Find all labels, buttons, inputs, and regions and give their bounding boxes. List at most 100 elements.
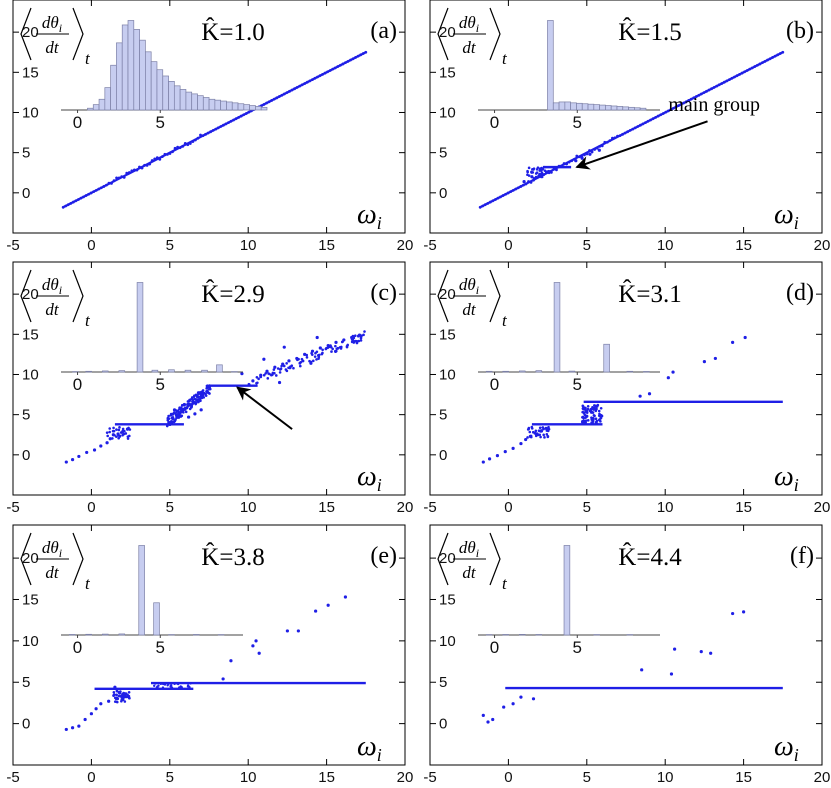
data-point bbox=[166, 153, 169, 156]
data-point bbox=[546, 429, 550, 433]
data-point bbox=[543, 165, 546, 169]
x-tick-label: 20 bbox=[814, 237, 831, 254]
histogram-bar bbox=[563, 545, 571, 636]
data-point bbox=[499, 195, 502, 199]
x-tick-label: 5 bbox=[166, 237, 174, 254]
y-label-subscript: t bbox=[85, 49, 91, 68]
data-point bbox=[362, 333, 365, 337]
inset-tick-label: 5 bbox=[573, 113, 582, 132]
data-point bbox=[310, 78, 314, 81]
data-point bbox=[145, 163, 149, 167]
data-point bbox=[514, 187, 518, 191]
histogram-bar bbox=[85, 633, 92, 636]
data-point bbox=[183, 403, 186, 407]
data-point bbox=[70, 726, 75, 730]
data-point bbox=[254, 639, 258, 643]
y-label-denominator: dt bbox=[462, 38, 477, 57]
data-point bbox=[334, 344, 337, 348]
inset-tick-label: 0 bbox=[490, 113, 499, 132]
x-tick-label: 5 bbox=[166, 769, 174, 786]
data-point bbox=[656, 114, 660, 118]
data-point bbox=[709, 651, 713, 655]
data-point bbox=[583, 153, 586, 157]
data-point bbox=[97, 187, 101, 191]
histogram-bar bbox=[168, 369, 175, 373]
data-point bbox=[478, 205, 482, 209]
data-point bbox=[204, 394, 208, 397]
data-point bbox=[730, 76, 734, 80]
data-point bbox=[170, 419, 173, 423]
data-point bbox=[540, 169, 543, 172]
data-point bbox=[221, 123, 225, 127]
data-point bbox=[120, 699, 123, 703]
data-point bbox=[77, 724, 81, 728]
data-point bbox=[633, 126, 637, 130]
inset-tick-label: 0 bbox=[490, 638, 499, 657]
data-point bbox=[502, 705, 506, 709]
data-point bbox=[175, 410, 179, 414]
data-point bbox=[700, 92, 703, 96]
data-point bbox=[594, 417, 598, 420]
data-point bbox=[99, 444, 103, 448]
histogram-bar bbox=[605, 105, 612, 111]
data-point bbox=[229, 119, 233, 123]
y-tick-label: 5 bbox=[22, 674, 30, 691]
data-point bbox=[180, 409, 184, 414]
data-point bbox=[205, 384, 209, 388]
histogram-bar bbox=[519, 634, 526, 636]
histogram-bar bbox=[185, 91, 193, 111]
histogram-bar bbox=[191, 93, 198, 111]
angle-bracket-left bbox=[20, 532, 32, 586]
inset-tick-label: 0 bbox=[73, 113, 82, 132]
data-point bbox=[522, 179, 526, 184]
data-point bbox=[586, 419, 590, 422]
histogram-bar bbox=[535, 634, 543, 636]
panel-label: (f) bbox=[790, 543, 814, 569]
data-point bbox=[118, 426, 121, 429]
y-tick-label: 0 bbox=[22, 185, 30, 202]
plot-frame bbox=[429, 0, 823, 234]
data-point bbox=[197, 392, 200, 396]
data-point bbox=[519, 695, 523, 699]
data-point bbox=[684, 100, 688, 104]
y-axis-label: dθi dt t bbox=[437, 269, 508, 330]
data-point bbox=[506, 191, 510, 195]
data-point bbox=[491, 717, 495, 722]
data-point bbox=[699, 650, 703, 654]
data-point bbox=[153, 157, 157, 161]
data-point bbox=[504, 192, 508, 196]
data-point bbox=[167, 414, 170, 418]
data-point bbox=[77, 454, 81, 459]
data-point bbox=[735, 74, 739, 78]
data-point bbox=[600, 144, 604, 148]
data-point bbox=[740, 71, 744, 75]
data-point bbox=[540, 171, 544, 175]
data-point bbox=[180, 686, 183, 689]
x-tick-label: 15 bbox=[735, 769, 752, 786]
histogram-bar bbox=[603, 343, 610, 373]
data-point bbox=[206, 131, 210, 135]
data-point bbox=[590, 421, 593, 424]
y-tick-label: 5 bbox=[439, 674, 447, 691]
data-point bbox=[778, 52, 782, 55]
data-point bbox=[107, 181, 111, 185]
data-point bbox=[647, 392, 652, 396]
data-point bbox=[753, 65, 757, 68]
data-point bbox=[743, 70, 747, 74]
y-label-numerator: dθi bbox=[42, 13, 62, 35]
data-point bbox=[170, 686, 174, 689]
histogram-bar bbox=[639, 107, 647, 111]
histogram-bar bbox=[226, 101, 233, 111]
data-point bbox=[541, 426, 545, 429]
data-point bbox=[345, 344, 349, 348]
histogram-bar bbox=[197, 95, 204, 111]
inset-tick-label: 0 bbox=[73, 638, 82, 657]
data-point bbox=[516, 186, 520, 190]
data-point bbox=[321, 72, 324, 76]
data-point bbox=[330, 350, 333, 353]
data-point bbox=[530, 175, 534, 179]
x-tick-label: 20 bbox=[397, 769, 414, 786]
